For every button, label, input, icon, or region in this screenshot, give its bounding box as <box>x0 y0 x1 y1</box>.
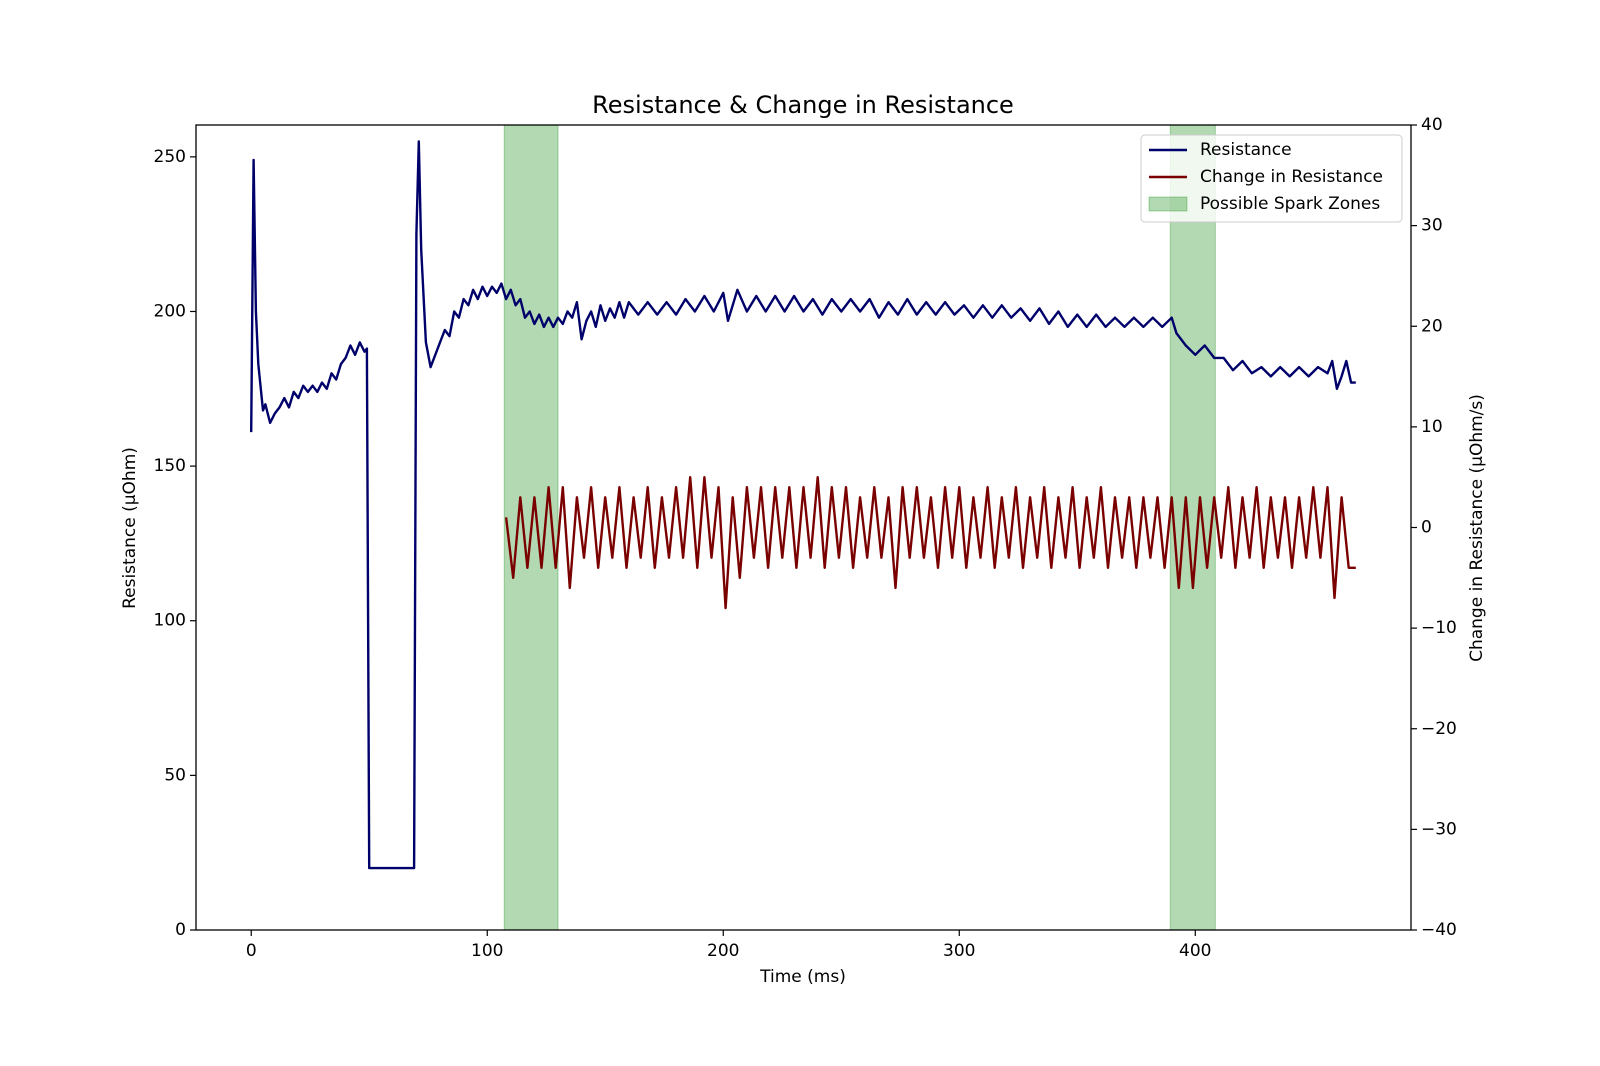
legend-label: Resistance <box>1200 140 1292 160</box>
y2-tick-label: −10 <box>1421 618 1457 638</box>
chart-title: Resistance & Change in Resistance <box>592 91 1014 119</box>
y-axis-label: Resistance (µOhm) <box>120 447 140 609</box>
spark-zone <box>1169 124 1216 931</box>
series-line <box>250 140 1356 870</box>
x-tick-label: 0 <box>246 941 257 961</box>
y2-tick-label: −20 <box>1421 719 1457 739</box>
x-tick-label: 300 <box>943 941 975 961</box>
x-tick-label: 100 <box>471 941 503 961</box>
y2-axis-label: Change in Resistance (µOhm/s) <box>1467 394 1487 662</box>
y2-tick-label: 20 <box>1421 316 1443 336</box>
legend-patch <box>1148 196 1188 212</box>
x-tick-label: 400 <box>1179 941 1211 961</box>
y2-tick-label: 30 <box>1421 216 1443 236</box>
legend-label: Change in Resistance <box>1200 167 1383 187</box>
y2-tick-label: −30 <box>1421 819 1457 839</box>
y-tick-label: 0 <box>175 920 186 940</box>
y-tick-label: 100 <box>154 611 186 631</box>
y2-tick-label: 0 <box>1421 518 1432 538</box>
y-tick-label: 250 <box>154 147 186 167</box>
y2-tick-label: −40 <box>1421 920 1457 940</box>
y2-tick-label: 40 <box>1421 115 1443 135</box>
x-tick-label: 200 <box>707 941 739 961</box>
series-line <box>504 476 1356 610</box>
x-axis-label: Time (ms) <box>759 967 846 987</box>
legend-box <box>1140 134 1403 223</box>
y-tick-label: 50 <box>164 765 186 785</box>
legend-label: Possible Spark Zones <box>1200 194 1380 214</box>
y-tick-label: 150 <box>154 456 186 476</box>
plot-frame <box>195 124 1412 931</box>
y2-tick-label: 10 <box>1421 417 1443 437</box>
y-tick-label: 200 <box>154 301 186 321</box>
